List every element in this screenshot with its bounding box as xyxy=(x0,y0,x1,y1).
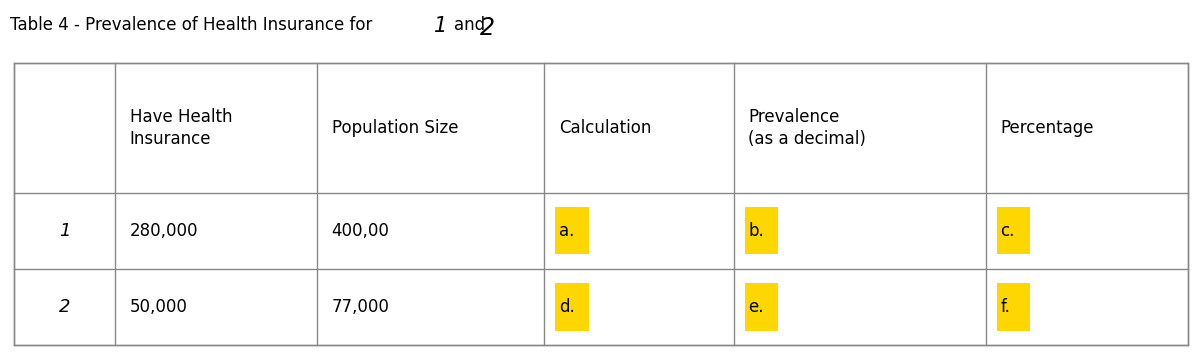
Text: e.: e. xyxy=(748,298,763,316)
Text: f.: f. xyxy=(1001,298,1010,316)
Text: 1: 1 xyxy=(59,222,71,240)
Text: 77,000: 77,000 xyxy=(331,298,390,316)
Text: 2: 2 xyxy=(480,16,496,40)
Text: 50,000: 50,000 xyxy=(130,298,187,316)
Text: Population Size: Population Size xyxy=(331,119,458,137)
Bar xyxy=(556,283,589,331)
Bar xyxy=(14,63,1188,345)
Bar xyxy=(556,207,589,254)
Text: 1: 1 xyxy=(434,16,448,36)
Text: 400,00: 400,00 xyxy=(331,222,390,240)
Text: 2: 2 xyxy=(59,298,71,316)
Bar xyxy=(997,283,1031,331)
Text: Percentage: Percentage xyxy=(1001,119,1094,137)
Text: Have Health
Insurance: Have Health Insurance xyxy=(130,108,233,148)
Text: d.: d. xyxy=(559,298,575,316)
Text: c.: c. xyxy=(1001,222,1015,240)
Text: a.: a. xyxy=(559,222,574,240)
Bar xyxy=(744,283,778,331)
Text: Calculation: Calculation xyxy=(559,119,652,137)
Text: Table 4 - Prevalence of Health Insurance for: Table 4 - Prevalence of Health Insurance… xyxy=(10,16,372,34)
Text: and: and xyxy=(454,16,485,34)
Text: 280,000: 280,000 xyxy=(130,222,198,240)
Text: b.: b. xyxy=(748,222,764,240)
Text: Prevalence
(as a decimal): Prevalence (as a decimal) xyxy=(748,108,866,148)
Bar xyxy=(997,207,1031,254)
Bar xyxy=(744,207,778,254)
